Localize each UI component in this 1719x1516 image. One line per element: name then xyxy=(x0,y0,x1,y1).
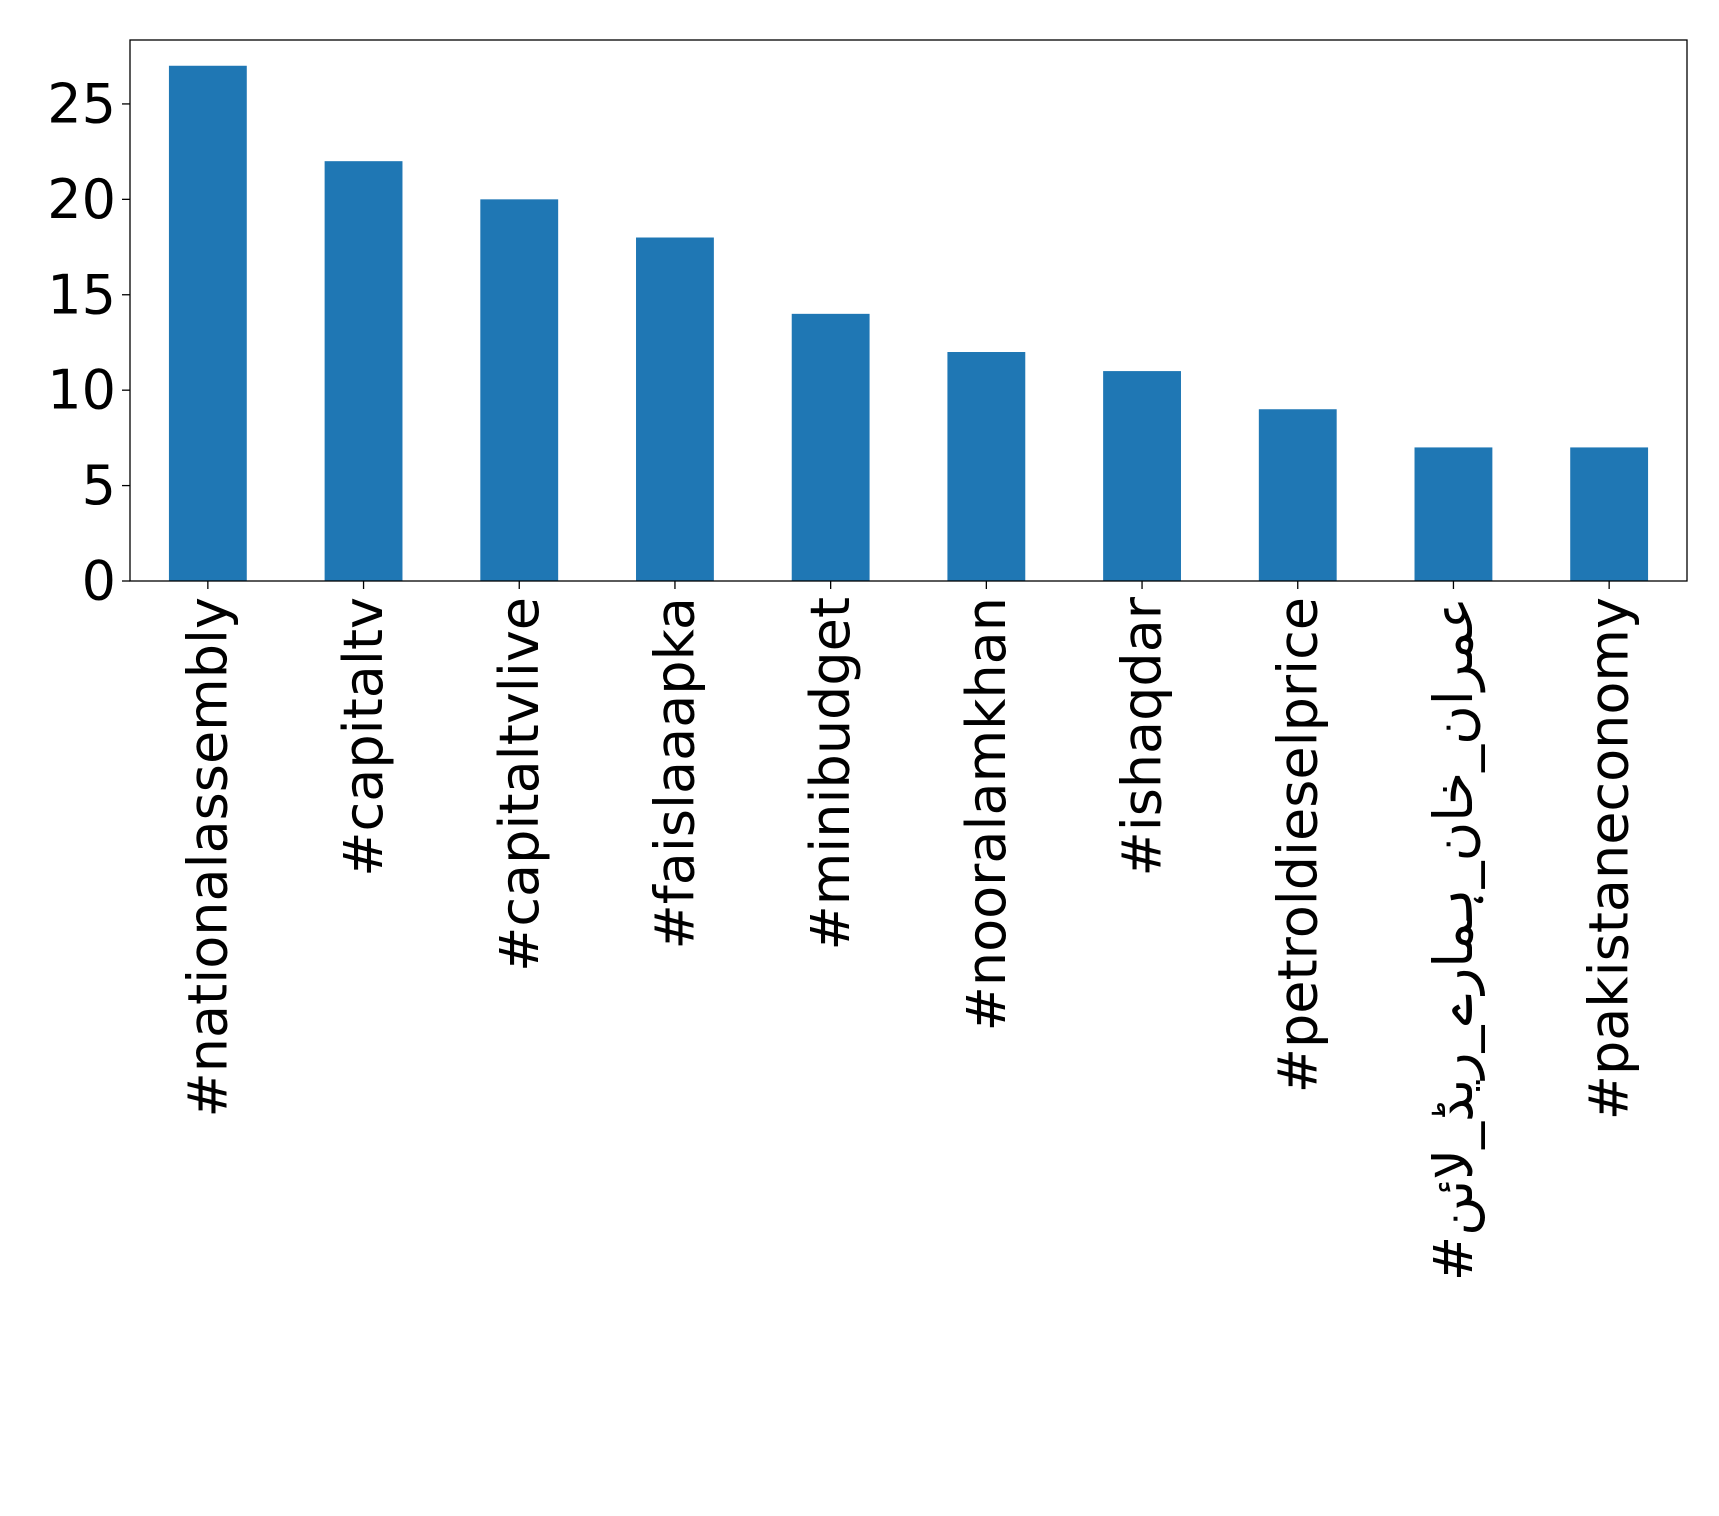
y-tick-label: 5 xyxy=(82,454,116,517)
bar-5 xyxy=(791,313,870,581)
x-tick-label: #pakistaneconomy xyxy=(1578,597,1641,1120)
bar-9 xyxy=(1414,447,1493,581)
bar-8 xyxy=(1258,409,1337,581)
bar-3 xyxy=(480,199,559,581)
plot-frame xyxy=(129,39,1688,582)
x-tick-label: #capitaltvlive xyxy=(488,597,551,972)
x-tick-label: #minibudget xyxy=(799,597,862,951)
y-tick-label: 20 xyxy=(47,168,116,231)
bar-2 xyxy=(324,161,403,581)
x-tick-label: #petroldieselprice xyxy=(1266,597,1329,1093)
x-tick-label: #nationalassembly xyxy=(176,597,239,1118)
x-tick-label: #ishaqdar xyxy=(1111,596,1174,876)
bar-6 xyxy=(947,352,1026,581)
x-tick-label: #faislaaapka xyxy=(643,597,706,949)
x-axis: #nationalassembly #capitaltv #capitaltvliv… xyxy=(176,581,1641,1281)
x-tick-label: #nooralamkhan xyxy=(955,597,1018,1031)
x-tick-label: #عمران_خان_ہمارے_ریڈ_لائن xyxy=(1422,597,1485,1281)
bar-10 xyxy=(1570,447,1649,581)
bar-7 xyxy=(1103,371,1181,581)
y-tick-label: 25 xyxy=(47,72,116,135)
y-tick-label: 15 xyxy=(47,263,116,326)
bar-1 xyxy=(168,65,247,581)
y-axis: 0 5 10 15 20 25 xyxy=(47,72,130,613)
bar-4 xyxy=(636,237,714,581)
x-tick-label: #capitaltv xyxy=(332,597,395,877)
y-tick-label: 0 xyxy=(82,550,116,613)
bars-layer xyxy=(168,65,1649,581)
y-tick-label: 10 xyxy=(47,359,116,422)
